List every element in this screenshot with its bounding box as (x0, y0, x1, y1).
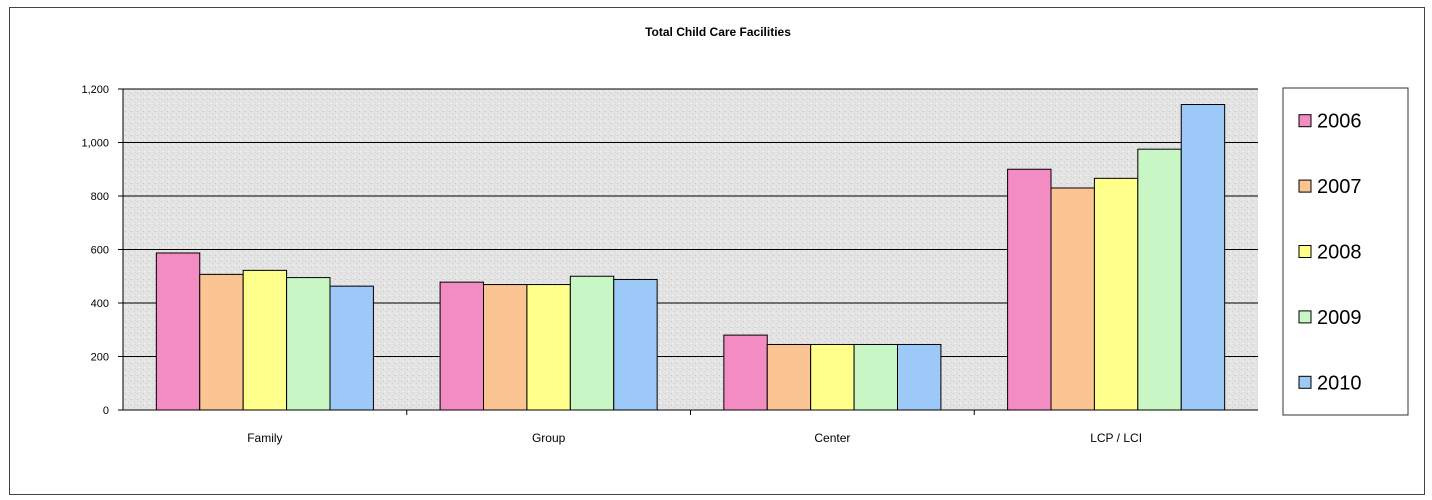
bar-2006-2 (723, 334, 768, 411)
x-category-label: Group (532, 431, 566, 445)
bar-2006-1 (439, 281, 485, 411)
bars (155, 104, 1226, 411)
legend-swatch-2006 (1298, 114, 1312, 128)
x-category-label: Family (247, 431, 282, 445)
bar-2010-1 (613, 278, 658, 411)
y-tick-label: 400 (91, 298, 109, 310)
legend-label: 2009 (1317, 307, 1362, 329)
legend-label: 2007 (1317, 176, 1362, 198)
legend-swatch-2007 (1298, 179, 1312, 193)
y-tick-label: 1,200 (81, 84, 109, 96)
bar-2008-1 (526, 284, 571, 411)
chart-frame: Total Child Care Facilities 0 200 400 600 80… (9, 7, 1425, 495)
axes: 0 200 400 600 800 1,000 1,200 Family Group Center… (81, 84, 1258, 445)
legend-label: 2008 (1317, 242, 1362, 264)
x-category-label: LCP / LCI (1090, 431, 1142, 445)
legend-label: 2010 (1317, 372, 1362, 394)
y-tick-label: 800 (91, 191, 109, 203)
bar-chart: Total Child Care Facilities 0 200 400 600 80… (81, 25, 1409, 445)
legend-swatch-2010 (1298, 375, 1312, 389)
bar-2009-3 (1137, 148, 1182, 411)
bar-2008-3 (1093, 177, 1139, 411)
bar-2008-2 (810, 343, 855, 411)
y-tick-label: 0 (103, 405, 109, 417)
bar-2009-1 (569, 275, 615, 411)
legend-label: 2006 (1317, 111, 1362, 133)
y-tick-label: 600 (91, 245, 109, 257)
bar-2007-2 (766, 343, 812, 411)
bar-2008-0 (242, 269, 288, 411)
chart-title: Total Child Care Facilities (645, 25, 791, 39)
bar-2006-3 (1007, 168, 1052, 411)
bar-2010-3 (1180, 104, 1226, 411)
legend-swatch-2008 (1298, 245, 1312, 258)
bar-2009-2 (853, 343, 898, 411)
bar-2007-1 (483, 284, 528, 411)
bar-2006-0 (155, 252, 201, 411)
legend: 2006 2007 2008 2009 2010 (1282, 87, 1409, 416)
bar-2007-0 (199, 273, 244, 411)
legend-swatch-2009 (1298, 310, 1312, 324)
bar-2010-2 (896, 343, 942, 411)
bar-2009-0 (286, 277, 331, 411)
bar-2010-0 (329, 285, 374, 411)
y-tick-label: 200 (91, 352, 109, 364)
bar-2007-3 (1050, 187, 1095, 411)
y-tick-label: 1,000 (81, 138, 109, 150)
x-category-label: Center (814, 431, 850, 445)
